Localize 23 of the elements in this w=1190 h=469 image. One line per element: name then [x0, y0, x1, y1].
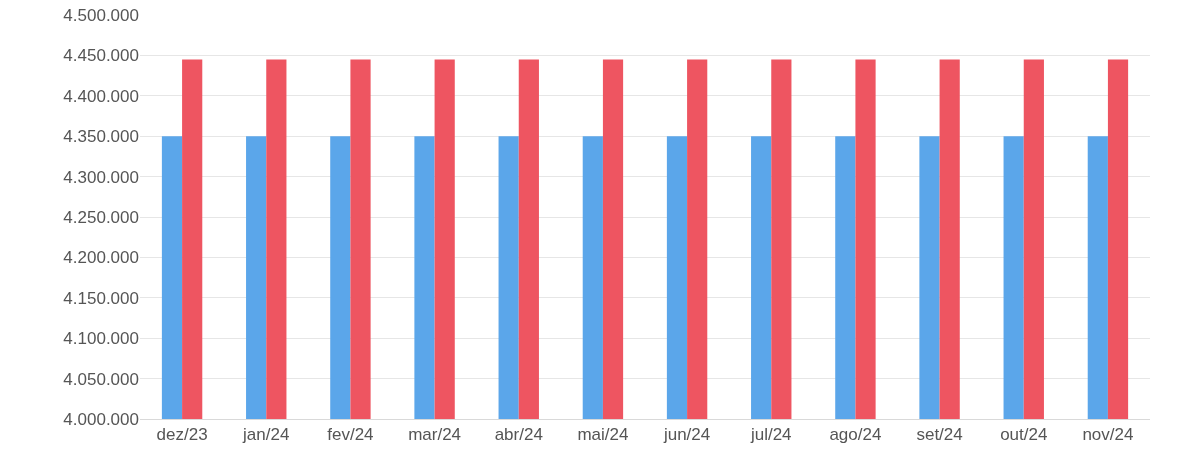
y-tick-label: 4.000.000: [63, 409, 139, 429]
y-tick-label: 4.100.000: [63, 329, 139, 349]
x-tick-label: ago/24: [829, 425, 882, 445]
y-tick-label: 4.450.000: [63, 46, 139, 66]
x-tick-label: jan/24: [242, 425, 290, 445]
x-tick-label: dez/23: [156, 425, 208, 445]
y-tick-label: 4.300.000: [63, 167, 139, 187]
x-tick-label: nov/24: [1082, 425, 1134, 445]
x-tick-label: jun/24: [662, 425, 711, 445]
y-tick-label: 4.250.000: [63, 207, 139, 227]
x-tick-label: fev/24: [327, 425, 374, 445]
x-tick-label: abr/24: [494, 425, 543, 445]
x-tick-label: mai/24: [577, 425, 629, 445]
x-tick-label: out/24: [1000, 425, 1048, 445]
y-tick-label: 4.500.000: [63, 5, 139, 25]
x-tick-label: set/24: [916, 425, 963, 445]
y-tick-label: 4.350.000: [63, 127, 139, 147]
x-tick-label: mar/24: [408, 425, 462, 445]
y-tick-label: 4.200.000: [63, 248, 139, 268]
y-tick-label: 4.400.000: [63, 86, 139, 106]
y-tick-label: 4.150.000: [63, 288, 139, 308]
y-tick-label: 4.050.000: [63, 369, 139, 389]
x-tick-label: jul/24: [749, 425, 792, 445]
